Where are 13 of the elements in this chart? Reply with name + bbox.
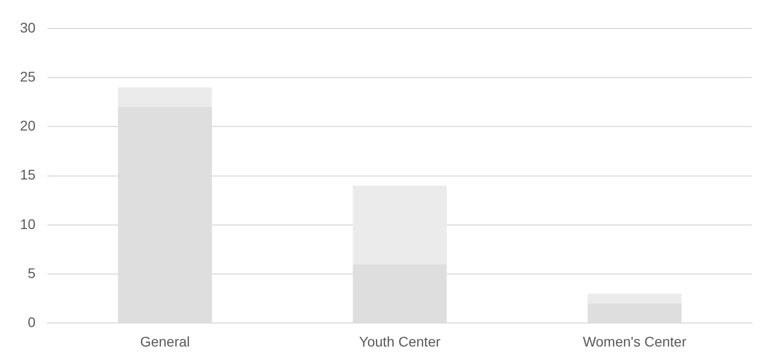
- y-tick-label: 20: [20, 118, 36, 134]
- y-tick-label: 25: [20, 68, 36, 84]
- x-tick-label: Youth Center: [359, 333, 441, 350]
- y-tick-label: 15: [20, 166, 36, 183]
- y-tick-label: 10: [20, 216, 36, 232]
- bar: [118, 87, 212, 108]
- y-tick-label: 0: [28, 314, 36, 330]
- bar: [352, 186, 447, 264]
- y-tick-label: 30: [20, 19, 36, 36]
- y-tick-label: 5: [28, 264, 36, 281]
- x-tick-label: General: [140, 333, 190, 350]
- x-tick-label: Women's Center: [582, 333, 687, 350]
- bar: [588, 294, 682, 304]
